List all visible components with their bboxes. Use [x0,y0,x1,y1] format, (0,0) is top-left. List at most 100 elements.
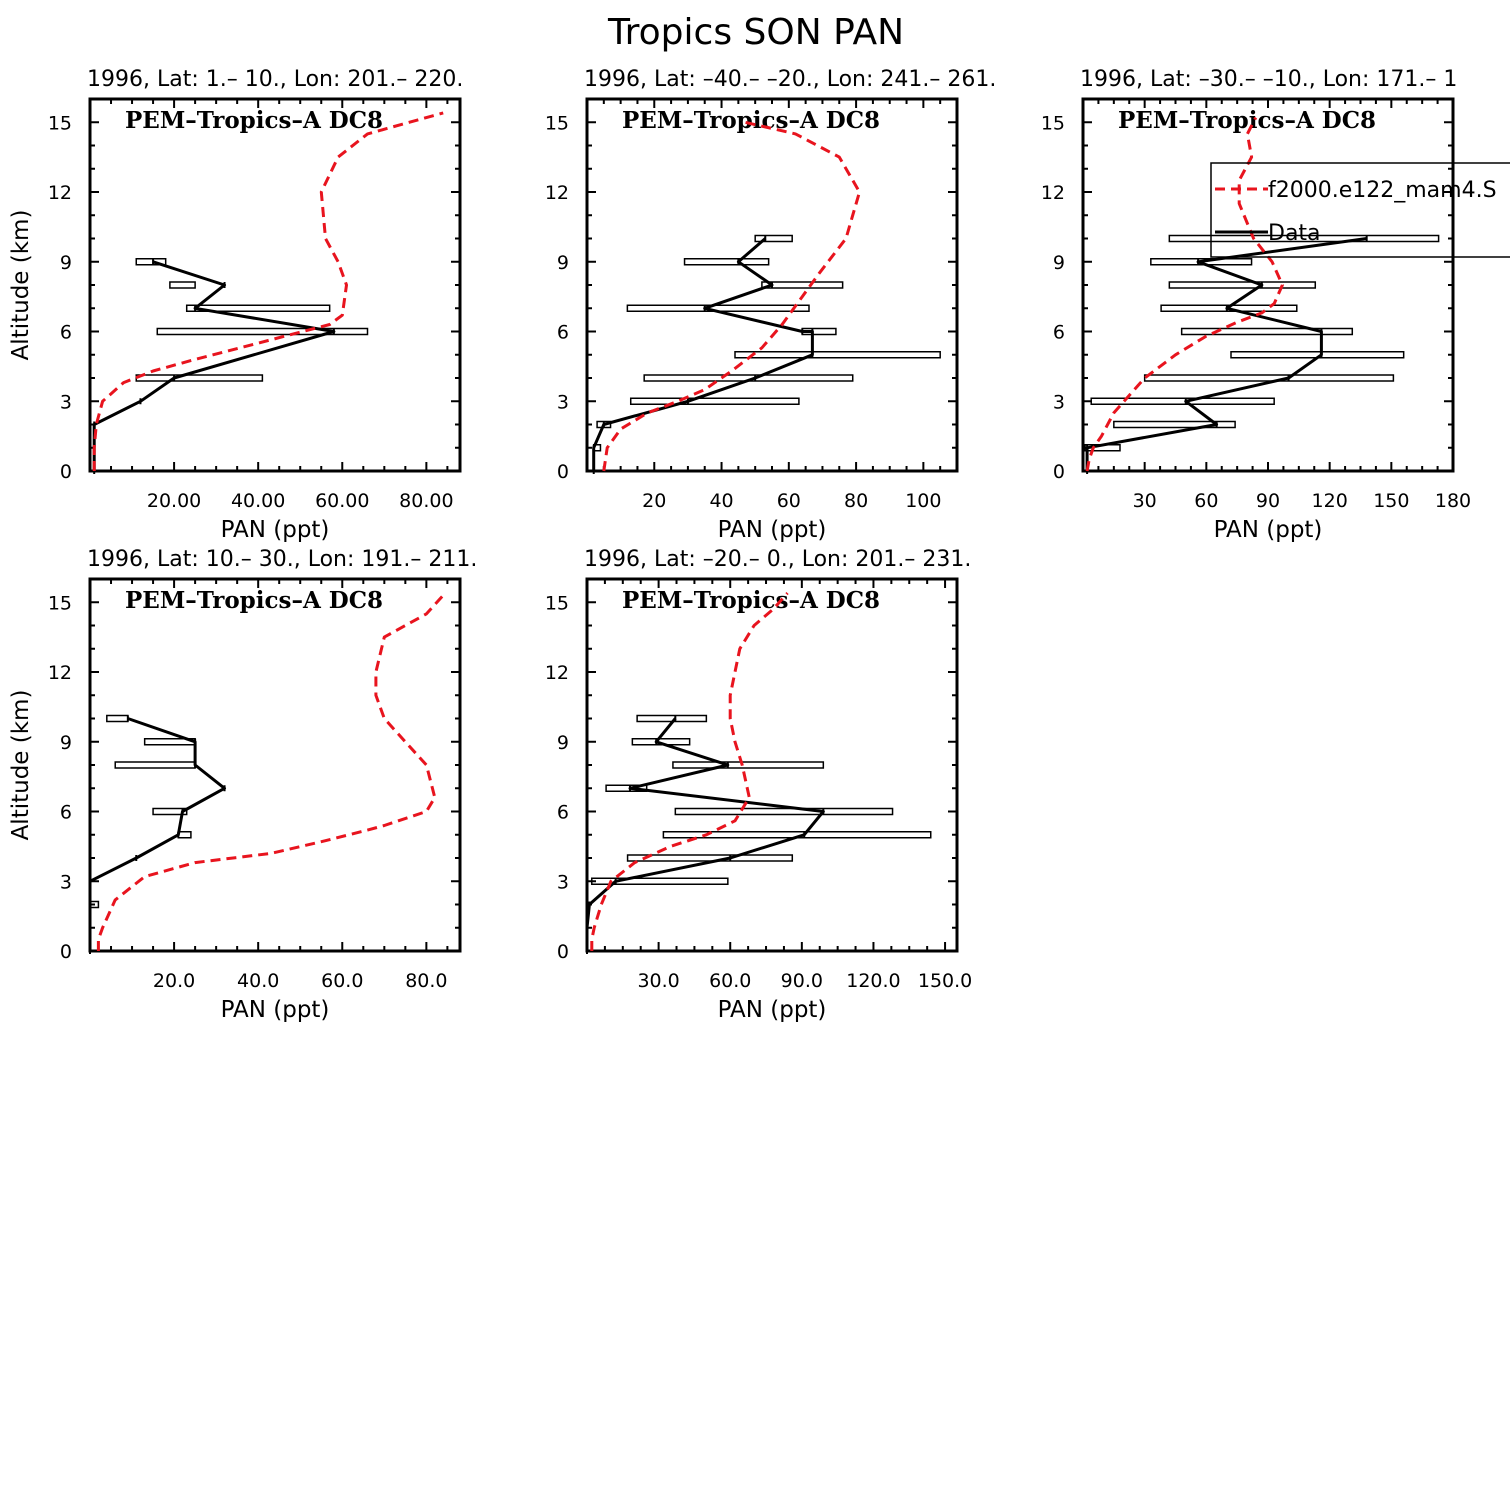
legend: f2000.e122_mam4.S Data [1210,162,1510,258]
y-tick-label: 6 [60,802,72,824]
model-line [590,592,789,951]
y-tick-label: 15 [545,112,569,134]
y-tick-label: 15 [545,592,569,614]
x-tick-label: 30 [1133,490,1157,512]
y-tick-label: 12 [545,662,569,684]
chart-panel-5: 0 3 6 9 12 15 30.0 60.0 90.0 120.0 150.0 PAN (ppt) 1… [545,547,972,1023]
y-tick-label: 12 [48,662,72,684]
campaign-label: PEM–Tropics–A DC8 [125,587,383,614]
x-tick-label: 80.0 [405,970,447,992]
campaign-label: PEM–Tropics–A DC8 [622,587,880,614]
obs-range-box [169,281,196,289]
chart-panel-4: 0 3 6 9 12 15 20.0 40.0 60.0 80.0 PAN (ppt) Altitud… [8,547,477,1023]
obs-range-box [734,351,941,359]
x-tick-label: 40.00 [231,490,285,512]
x-axis-label: PAN (ppt) [1214,517,1323,543]
chart-panel-2: 0 3 6 9 12 15 20 40 60 80 100 PAN (ppt) 1996, Lat: –… [545,67,997,543]
panel-title: 1996, Lat: 1.– 10., Lon: 201.– 220. [87,67,463,92]
obs-range-box [152,807,188,816]
x-tick-label: 60 [1194,490,1218,512]
y-tick-label: 0 [557,941,569,963]
obs-range-box [185,304,331,312]
x-tick-label: 100 [905,490,941,512]
obs-range-box [1090,397,1275,405]
y-tick-label: 6 [557,322,569,344]
obs-range-box [672,761,825,769]
y-tick-label: 3 [557,391,569,413]
chart-panel-3: 0 3 6 9 12 15 30 60 90 120 150 180 PAN (ppt) 1996, La… [1041,67,1471,543]
x-tick-label: 60.0 [321,970,363,992]
obs-range-box [761,281,844,289]
panel-title: 1996, Lat: –30.– –10., Lon: 171.– 1 [1080,67,1457,92]
y-tick-label: 3 [1053,391,1065,413]
y-tick-label: 6 [60,322,72,344]
y-tick-label: 0 [557,461,569,483]
obs-range-box [629,397,800,405]
campaign-label: PEM–Tropics–A DC8 [1118,107,1376,134]
y-tick-label: 9 [557,732,569,754]
obs-range-box [1168,281,1317,289]
panel-title: 1996, Lat: –40.– –20., Lon: 241.– 261. [584,67,996,92]
obs-range-box [156,327,369,336]
y-tick-label: 12 [48,182,72,204]
y-tick-label: 0 [1053,461,1065,483]
y-tick-label: 0 [60,461,72,483]
x-tick-label: 180 [1435,490,1471,512]
x-tick-label: 90.0 [781,970,823,992]
x-tick-label: 120 [1312,490,1348,512]
x-tick-label: 20.0 [153,970,195,992]
figure-title: Tropics SON PAN [607,12,904,53]
y-tick-label: 15 [48,592,72,614]
obs-range-box [605,784,648,792]
y-tick-label: 3 [60,871,72,893]
y-tick-label: 9 [1053,252,1065,274]
y-tick-label: 3 [60,391,72,413]
obs-range-box [674,807,894,816]
y-tick-label: 6 [557,802,569,824]
y-tick-label: 9 [557,252,569,274]
model-line [96,594,445,951]
y-axis-label: Altitude (km) [8,210,34,361]
y-tick-label: 12 [545,182,569,204]
y-tick-label: 9 [60,732,72,754]
obs-line [592,237,814,471]
x-tick-label: 90 [1256,490,1280,512]
x-tick-label: 40 [709,490,733,512]
model-line [602,120,861,472]
y-tick-label: 15 [1041,112,1065,134]
panel-title: 1996, Lat: –20.– 0., Lon: 201.– 231. [584,547,971,572]
y-tick-label: 3 [557,871,569,893]
obs-range-box [1150,258,1253,266]
x-axis-label: PAN (ppt) [718,997,827,1023]
panel-title: 1996, Lat: 10.– 30., Lon: 191.– 211. [87,547,477,572]
x-tick-label: 20 [642,490,666,512]
x-tick-label: 60.00 [315,490,369,512]
campaign-label: PEM–Tropics–A DC8 [622,107,880,134]
legend-box [1210,162,1510,258]
x-tick-label: 120.0 [846,970,900,992]
obs-range-box [135,258,167,266]
obs-range-box [1180,327,1354,336]
x-tick-label: 60.0 [709,970,751,992]
y-tick-label: 0 [60,941,72,963]
chart-panel-1: 0 3 6 9 12 15 20.00 40.00 60.00 80.00 PAN (ppt) Alt… [8,67,463,543]
y-tick-label: 12 [1041,182,1065,204]
x-axis-label: PAN (ppt) [221,997,330,1023]
x-tick-label: 150.0 [918,970,972,992]
obs-range-box [683,258,770,266]
y-tick-label: 9 [60,252,72,274]
legend-model-label: f2000.e122_mam4.S [1268,178,1497,203]
y-axis-label: Altitude (km) [8,690,34,841]
x-tick-label: 80.00 [399,490,453,512]
x-tick-label: 60 [777,490,801,512]
y-tick-label: 15 [48,112,72,134]
model-line [92,111,444,471]
x-tick-label: 20.00 [147,490,201,512]
x-axis-label: PAN (ppt) [718,517,827,543]
obs-range-box [1168,234,1440,243]
y-tick-label: 6 [1053,322,1065,344]
x-tick-label: 40.0 [237,970,279,992]
x-tick-label: 80 [844,490,868,512]
